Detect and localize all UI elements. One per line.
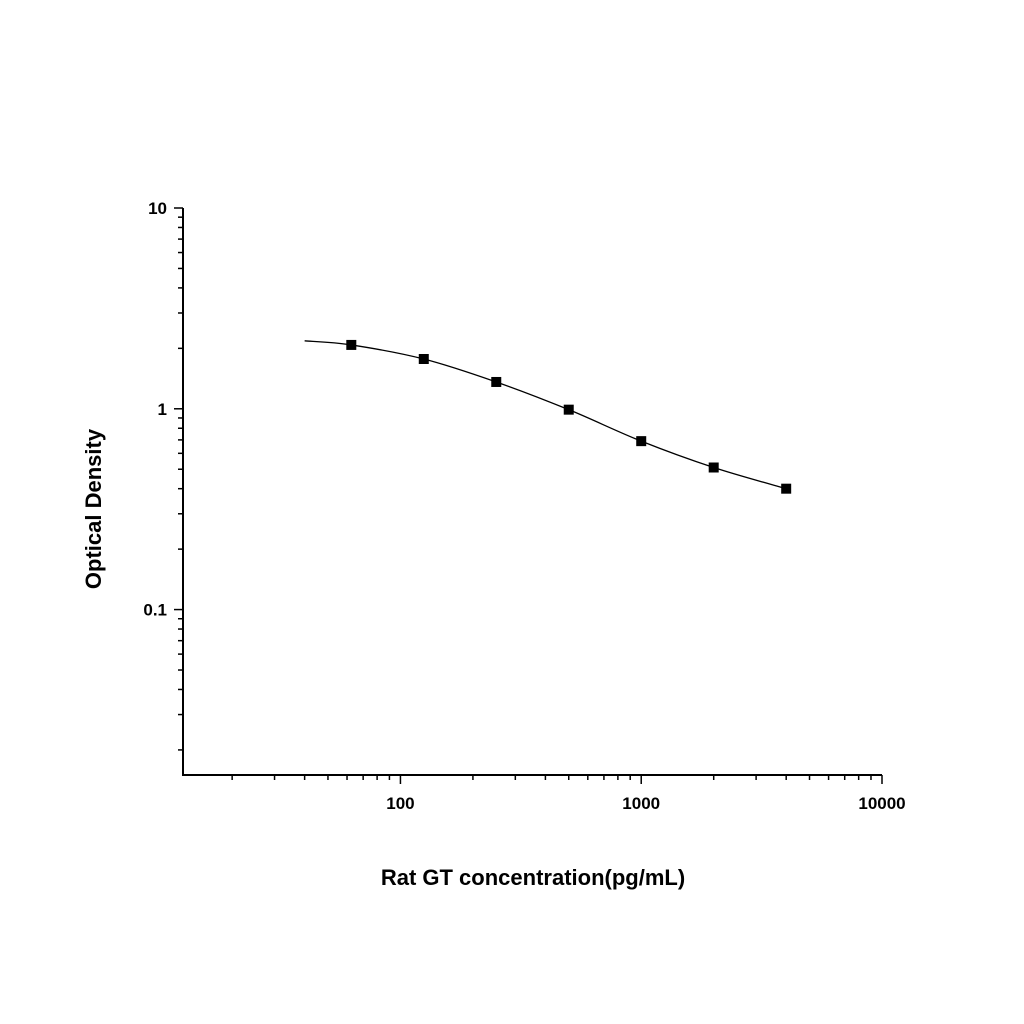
data-point: [418, 353, 429, 364]
data-point: [346, 339, 357, 350]
y-tick-label: 1: [158, 400, 167, 419]
y-tick-label: 10: [148, 199, 167, 218]
y-axis-label: Optical Density: [81, 428, 106, 589]
tick-labels: 100 1000 10000 0.1 1 10: [143, 199, 905, 813]
data-point: [636, 436, 647, 447]
data-point: [491, 376, 502, 387]
x-axis-label: Rat GT concentration(pg/mL): [381, 865, 685, 890]
data-point: [781, 483, 792, 494]
x-tick-label: 100: [386, 794, 414, 813]
axes: [174, 207, 883, 784]
x-tick-label: 10000: [858, 794, 905, 813]
data-point: [563, 404, 574, 415]
fit-curve: [304, 340, 787, 490]
data-point: [708, 462, 719, 473]
x-tick-label: 1000: [622, 794, 660, 813]
data-points: [346, 339, 792, 494]
y-tick-label: 0.1: [143, 601, 167, 620]
